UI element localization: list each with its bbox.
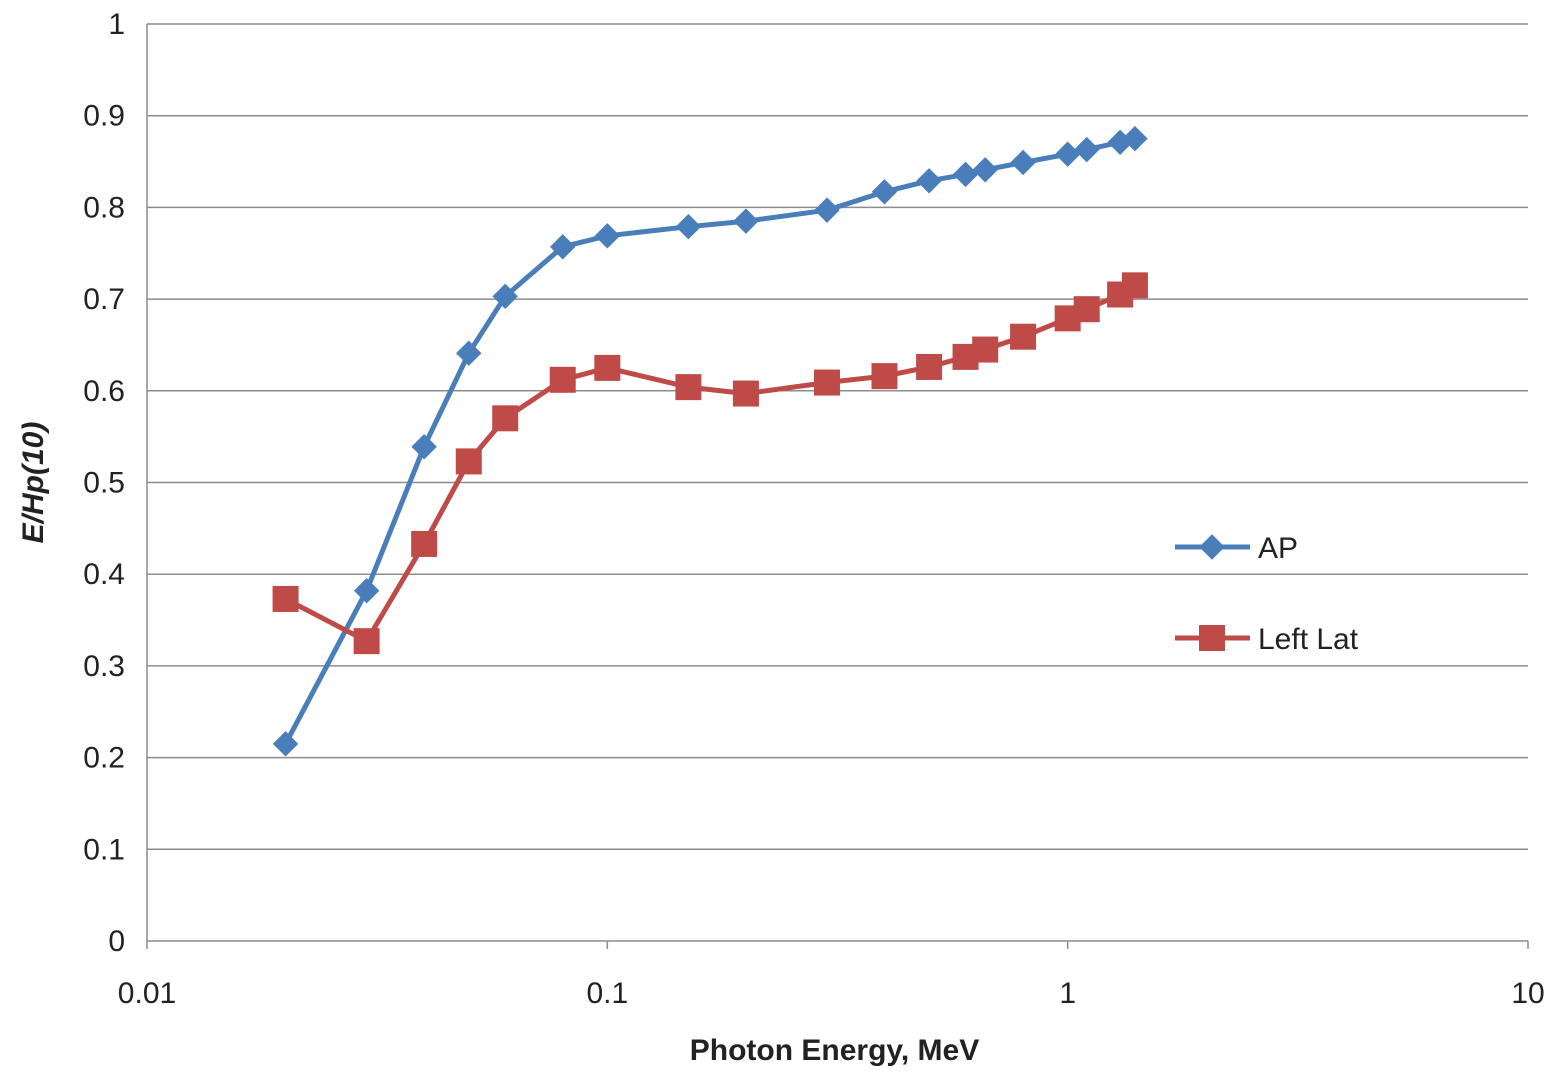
legend-label: Left Lat: [1258, 623, 1359, 656]
y-tick-label: 0.4: [83, 558, 125, 591]
series-line: [284, 283, 1137, 644]
data-point: [492, 283, 518, 310]
data-point: [814, 197, 840, 223]
legend-marker: [1199, 625, 1225, 651]
y-tick-label: 0.1: [83, 833, 125, 866]
data-point: [733, 208, 759, 234]
data-point: [353, 628, 380, 655]
x-tick-label: 10: [1511, 977, 1544, 1010]
x-tick-labels: 0.01 0.1 1 10: [118, 977, 1545, 1010]
series-line: [283, 136, 1136, 745]
y-tick-label: 0.3: [83, 650, 125, 683]
data-point: [550, 234, 576, 260]
y-tick-label: 0.5: [83, 467, 125, 500]
y-tick-labels: 0 0.1 0.2 0.3 0.4 0.5 0.6 0.7 0.8 0.9 1: [83, 8, 125, 958]
x-tick-label: 0.1: [586, 977, 628, 1010]
data-point: [272, 585, 299, 612]
data-point: [732, 380, 759, 407]
gridlines: [147, 23, 1528, 851]
legend-item: AP: [1175, 532, 1298, 565]
legend: AP Left Lat: [1175, 532, 1359, 656]
y-tick-label: 0.2: [83, 742, 125, 775]
data-point: [1121, 272, 1148, 299]
data-point: [1054, 141, 1081, 167]
data-point: [411, 530, 438, 557]
data-point: [871, 363, 898, 390]
data-point: [1073, 296, 1100, 323]
y-tick-label: 0.9: [83, 100, 125, 133]
axes: [146, 24, 1529, 949]
data-point: [594, 354, 621, 381]
data-point: [972, 157, 998, 183]
data-point: [675, 213, 702, 240]
data-point: [272, 731, 299, 757]
series-left-lat: [272, 272, 1148, 655]
data-point: [455, 448, 482, 475]
data-point: [972, 336, 999, 363]
legend-marker: [1199, 534, 1225, 560]
x-tick-label: 1: [1059, 977, 1076, 1010]
y-tick-label: 0.8: [83, 191, 125, 224]
y-tick-label: 1: [108, 8, 125, 41]
x-tick-label: 0.01: [118, 977, 176, 1010]
data-point: [456, 340, 482, 366]
data-point: [1122, 125, 1148, 152]
data-point: [549, 366, 576, 393]
y-axis-title: E/Hp(10): [17, 422, 50, 544]
data-point: [916, 168, 942, 194]
data-point: [952, 161, 979, 188]
data-point: [353, 577, 380, 604]
legend-item: Left Lat: [1175, 623, 1359, 656]
y-tick-label: 0: [108, 925, 125, 958]
plot-series: [272, 125, 1148, 757]
data-point: [1074, 136, 1100, 163]
y-tick-label: 0.7: [83, 283, 125, 316]
data-point: [492, 405, 519, 432]
data-point: [813, 369, 840, 396]
data-point: [1010, 323, 1037, 350]
data-point: [916, 353, 943, 380]
data-point: [871, 179, 898, 205]
data-point: [411, 434, 437, 460]
x-axis-title: Photon Energy, MeV: [690, 1034, 979, 1067]
data-point: [675, 374, 702, 401]
series-ap: [272, 125, 1148, 757]
data-point: [594, 223, 621, 249]
legend-label: AP: [1258, 532, 1298, 565]
data-point: [1010, 149, 1036, 176]
y-tick-label: 0.6: [83, 375, 125, 408]
